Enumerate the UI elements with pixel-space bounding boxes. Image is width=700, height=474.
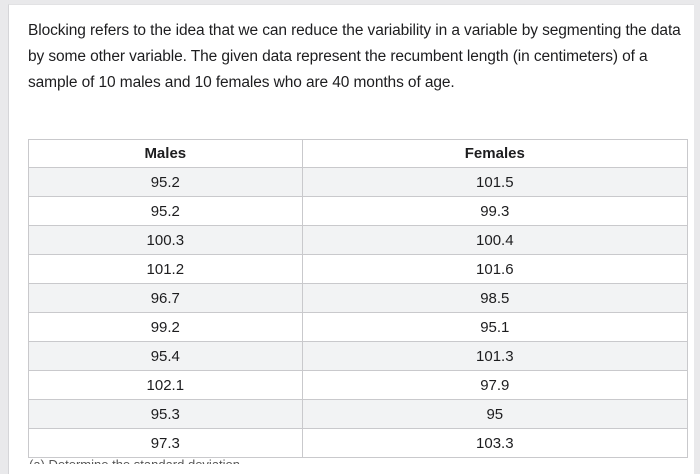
question-card: Blocking refers to the idea that we can … [8, 4, 694, 474]
table-row: 96.7 98.5 [28, 283, 689, 313]
males-cell: 101.2 [28, 254, 303, 284]
table-row: 99.2 95.1 [28, 312, 689, 342]
table-row: 100.3 100.4 [28, 225, 689, 255]
females-cell: 101.6 [301, 254, 689, 284]
table-row: 102.1 97.9 [28, 370, 689, 400]
table-row: 95.2 101.5 [28, 167, 689, 197]
table-row: 95.4 101.3 [28, 341, 689, 371]
females-cell: 100.4 [301, 225, 689, 255]
females-cell: 101.3 [301, 341, 689, 371]
males-cell: 102.1 [28, 370, 303, 400]
males-cell: 95.2 [28, 196, 303, 226]
cut-off-next-question: (a) Determine the standard deviation [29, 456, 240, 464]
table-row: 97.3 103.3 [28, 428, 689, 458]
table-header-row: Males Females [28, 139, 689, 168]
females-cell: 98.5 [301, 283, 689, 313]
males-cell: 97.3 [28, 428, 303, 458]
males-cell: 95.2 [28, 167, 303, 197]
table-row: 101.2 101.6 [28, 254, 689, 284]
table-row: 95.3 95 [28, 399, 689, 429]
column-header-males: Males [28, 139, 303, 168]
males-cell: 99.2 [28, 312, 303, 342]
table-row: 95.2 99.3 [28, 196, 689, 226]
column-header-females: Females [301, 139, 689, 168]
males-cell: 96.7 [28, 283, 303, 313]
data-table: Males Females 95.2 101.5 95.2 99.3 100.3… [28, 139, 689, 458]
females-cell: 99.3 [301, 196, 689, 226]
problem-statement: Blocking refers to the idea that we can … [28, 22, 681, 91]
females-cell: 101.5 [301, 167, 689, 197]
females-cell: 95 [301, 399, 689, 429]
males-cell: 100.3 [28, 225, 303, 255]
females-cell: 103.3 [301, 428, 689, 458]
males-cell: 95.4 [28, 341, 303, 371]
females-cell: 97.9 [301, 370, 689, 400]
males-cell: 95.3 [28, 399, 303, 429]
females-cell: 95.1 [301, 312, 689, 342]
